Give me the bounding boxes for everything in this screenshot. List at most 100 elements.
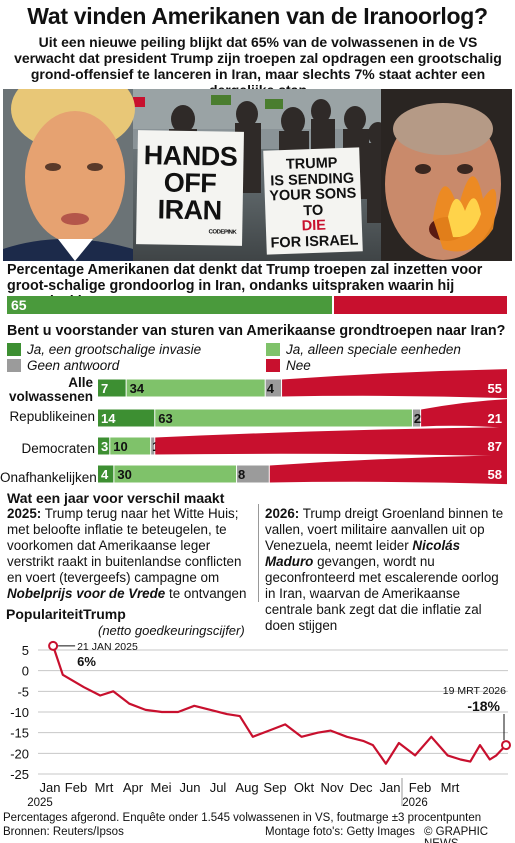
row-label-republicans: Republikeinen: [9, 409, 95, 424]
row-label-democrats: Democraten: [21, 441, 95, 456]
bar-value-label: 10: [113, 439, 127, 454]
bar-segment-no: [282, 369, 507, 399]
legend-item-no: Nee: [266, 358, 311, 373]
year-label: 2026: [402, 797, 428, 808]
history-emphasis: Nobelprijs voor de Vrede: [7, 586, 166, 601]
bar-value-label: 2: [414, 411, 421, 426]
annotation-date: 21 JAN 2025: [77, 641, 138, 653]
bar-segment-no: [269, 455, 507, 485]
bar-value-label: 21: [488, 411, 502, 426]
annotation-value: 6%: [77, 654, 96, 669]
x-tick-label: Sep: [263, 780, 286, 795]
legend-swatch: [266, 343, 280, 356]
end-point: [501, 740, 511, 751]
approval-line: [52, 645, 507, 765]
bar-value-label: 4: [101, 467, 109, 482]
photo-montage: HANDS OFF IRAN CODEPINK TRUMP IS SENDING…: [3, 89, 512, 261]
history-divider: [258, 504, 259, 602]
bar-segment: [114, 465, 237, 483]
expectation-value: 65: [11, 297, 27, 313]
bar-segment: [126, 379, 265, 397]
protest-sign-hands-off-iran: HANDS OFF IRAN CODEPINK: [136, 130, 244, 246]
history-year: 2026:: [265, 506, 300, 521]
legend-swatch: [266, 359, 280, 372]
bar-value-label: 14: [101, 411, 116, 426]
bar-segment-no: [155, 427, 507, 457]
bar-segment: [412, 409, 421, 427]
bar-segment: [110, 437, 151, 455]
bar-value-label: 30: [117, 467, 131, 482]
bar-value-label: 58: [488, 467, 502, 482]
y-tick-label: -20: [10, 746, 29, 761]
x-tick-label: Feb: [409, 780, 431, 795]
expectation-bar-rest: [334, 296, 507, 314]
x-tick-label: Aug: [235, 780, 258, 795]
y-tick-label: 5: [22, 643, 29, 658]
protest-sign-trump: TRUMP IS SENDING YOUR SONS TO DIE FOR IS…: [263, 147, 363, 255]
y-tick-label: -15: [10, 726, 29, 741]
sign-small-text: CODEPINK: [208, 229, 237, 236]
legend-label: Ja, alleen speciale eenheden: [286, 342, 461, 357]
x-tick-label: Feb: [65, 780, 87, 795]
legend-swatch: [7, 343, 21, 356]
history-2025: 2025: Trump terug naar het Witte Huis; m…: [7, 506, 255, 602]
bar-segment: [151, 437, 155, 455]
sign-line: IRAN: [157, 194, 222, 226]
sign-line: OFF: [163, 167, 217, 199]
history-emphasis: Nicolás Maduro: [265, 538, 461, 569]
bar-segment: [98, 409, 155, 427]
row-label-all: Alle volwassenen: [0, 376, 93, 404]
expectation-bar: 65: [7, 296, 507, 314]
sources: Bronnen: Reuters/Ipsos: [3, 826, 124, 838]
x-tick-label: Apr: [123, 780, 144, 795]
legend-label: Ja, een grootschalige invasie: [27, 342, 202, 357]
history-text: gevangen, wordt nu geconfronteerd met es…: [265, 554, 499, 633]
legend-label: Nee: [286, 358, 311, 373]
approval-line-chart: 5 0 -5 -10 -15 -20 -25 Jan Feb Mrt Apr Mei Jun Jul Aug…: [10, 641, 511, 808]
history-text: te ontvangen: [169, 586, 247, 601]
x-tick-label: Dec: [349, 780, 373, 795]
y-tick-label: -10: [10, 705, 29, 720]
bar-value-label: 7: [101, 381, 108, 396]
bar-segment: [98, 379, 126, 397]
bar-value-label: 63: [158, 411, 172, 426]
bar-segment: [237, 465, 269, 483]
history-title: Wat een jaar voor verschil maakt: [7, 490, 225, 506]
x-tick-label: Okt: [294, 780, 315, 795]
history-text: Trump dreigt Groenland binnen te vallen,…: [265, 506, 504, 553]
annotation-value: -18%: [467, 698, 500, 714]
history-2026: 2026: Trump dreigt Groenland binnen te v…: [265, 506, 509, 634]
x-tick-label: Nov: [320, 780, 344, 795]
stacked-bar-chart: 7344551463221310187430858: [98, 369, 507, 485]
row-label-text: Alle volwassenen: [8, 375, 93, 404]
bar-value-label: 87: [488, 439, 502, 454]
x-tick-label: Jun: [180, 780, 201, 795]
y-tick-label: -25: [10, 767, 29, 782]
photo-credit: Montage foto's: Getty Images: [265, 826, 415, 838]
y-tick-label: -5: [17, 684, 29, 699]
sign-line: YOUR SONS: [269, 185, 357, 205]
line-chart-title: PopulariteitTrump: [6, 606, 126, 622]
bar-value-label: 4: [267, 381, 275, 396]
expectation-bar-yes: [7, 296, 332, 314]
x-tick-label: Jan: [380, 780, 401, 795]
x-tick-label: Jul: [210, 780, 227, 795]
x-tick-label: Mrt: [441, 780, 460, 795]
sign-line: HANDS: [143, 140, 238, 172]
bar-segment: [98, 437, 110, 455]
bar-segment: [98, 465, 114, 483]
bar-value-label: 8: [238, 467, 245, 482]
legend-label: Geen antwoord: [27, 358, 120, 373]
history-year: 2025:: [7, 506, 42, 521]
page-title: Wat vinden Amerikanen van de Iranoorlog?: [27, 3, 488, 29]
legend-item-invasion: Ja, een grootschalige invasie: [7, 342, 201, 357]
bar-value-label: 55: [488, 381, 502, 396]
x-tick-label: Jan: [40, 780, 61, 795]
bar-segment: [155, 409, 412, 427]
annotation-date: 19 MRT 2026: [443, 685, 506, 697]
copyright: © GRAPHIC NEWS: [424, 826, 489, 843]
photo-illustration: [3, 89, 512, 261]
sign-line: FOR ISRAEL: [270, 231, 359, 252]
legend-swatch: [7, 359, 21, 372]
year-label: 2025: [27, 797, 53, 808]
